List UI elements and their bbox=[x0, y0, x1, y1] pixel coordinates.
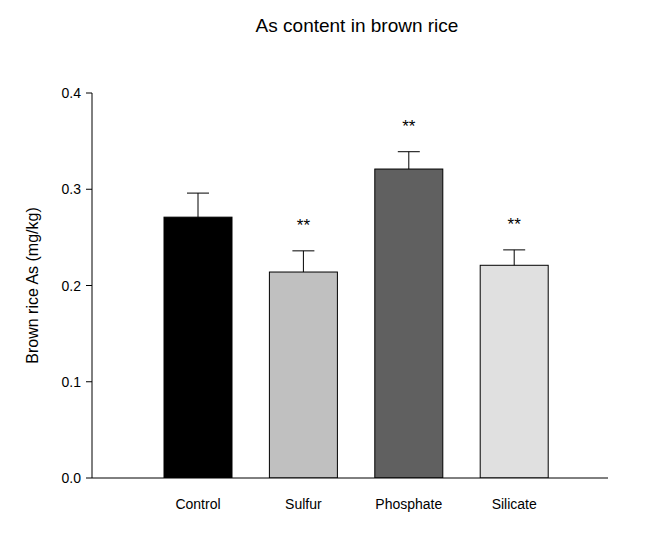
error-bar bbox=[292, 251, 314, 272]
y-tick-label: 0.4 bbox=[62, 85, 82, 101]
x-tick-label: Sulfur bbox=[285, 496, 322, 512]
error-bar-cap bbox=[187, 193, 209, 194]
y-tick bbox=[86, 478, 92, 479]
chart: As content in brown rice Brown rice As (m… bbox=[0, 0, 646, 545]
y-tick-label: 0.0 bbox=[62, 470, 82, 486]
y-tick-label: 0.1 bbox=[62, 374, 82, 390]
error-bar-cap bbox=[398, 151, 420, 152]
y-tick bbox=[86, 285, 92, 286]
y-axis-label: Brown rice As (mg/kg) bbox=[24, 207, 41, 363]
bar bbox=[480, 265, 548, 478]
error-bar-line bbox=[408, 152, 409, 169]
bar bbox=[164, 217, 232, 478]
error-bar-cap bbox=[292, 250, 314, 251]
annotation: ** bbox=[297, 216, 311, 235]
error-bar-line bbox=[198, 193, 199, 217]
error-bar-line bbox=[514, 250, 515, 265]
y-tick bbox=[86, 93, 92, 94]
y-tick-label: 0.2 bbox=[62, 278, 82, 294]
y-tick bbox=[86, 189, 92, 190]
bars bbox=[164, 152, 548, 478]
x-tick-label: Silicate bbox=[492, 496, 537, 512]
x-tick-label: Control bbox=[175, 496, 220, 512]
error-bar bbox=[398, 152, 420, 169]
error-bar-line bbox=[303, 251, 304, 272]
error-bar-cap bbox=[503, 249, 525, 250]
error-bar bbox=[187, 193, 209, 217]
bar bbox=[375, 169, 443, 478]
bar bbox=[269, 272, 337, 478]
title: As content in brown rice bbox=[256, 15, 459, 36]
error-bar bbox=[503, 250, 525, 265]
annotation: ** bbox=[508, 215, 522, 234]
x-axis-line bbox=[92, 478, 608, 479]
x-tick-label: Phosphate bbox=[375, 496, 442, 512]
y-tick bbox=[86, 381, 92, 382]
annotation: ** bbox=[402, 117, 416, 136]
y-tick-label: 0.3 bbox=[62, 181, 82, 197]
